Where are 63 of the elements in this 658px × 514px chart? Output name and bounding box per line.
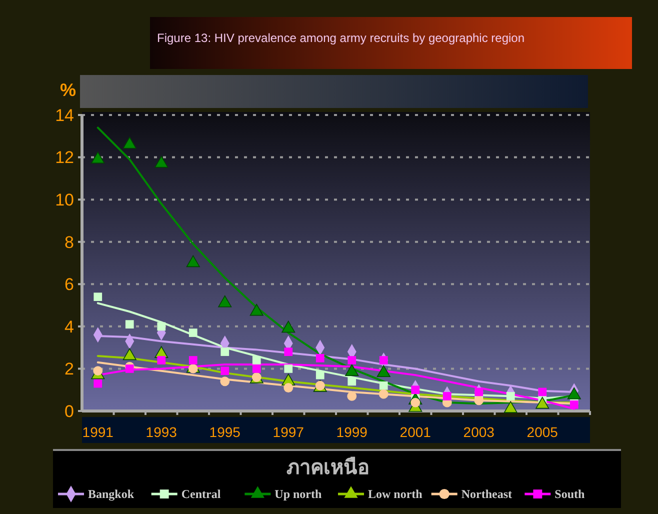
point: [316, 370, 324, 380]
x-tick-label: 2005: [526, 424, 558, 440]
point: [252, 356, 261, 364]
x-tick-label: 2003: [463, 424, 495, 440]
point: [157, 356, 166, 364]
point: [188, 364, 198, 374]
point: [186, 255, 200, 268]
y-tick-label: 6: [64, 275, 74, 294]
x-tick-label: 1991: [82, 424, 114, 440]
y-tick-label: 2: [64, 360, 74, 379]
y-tick-label: 4: [64, 317, 74, 336]
point: [284, 364, 293, 373]
point: [94, 379, 102, 388]
legend-label: Central: [181, 487, 222, 502]
legend-label: Low north: [368, 487, 423, 502]
point: [93, 366, 103, 376]
point: [122, 136, 136, 149]
x-tick-label: 1999: [336, 424, 368, 440]
point: [538, 388, 547, 396]
point: [188, 328, 198, 337]
point: [220, 376, 230, 386]
x-tick-label: 1993: [146, 424, 178, 440]
legend-label: South: [554, 487, 586, 502]
y-axis-title: %: [60, 80, 76, 100]
x-tick-label: 1995: [209, 424, 241, 440]
point: [347, 391, 357, 401]
point: [220, 366, 230, 376]
point: [250, 304, 264, 316]
point: [252, 364, 261, 373]
point: [220, 348, 230, 356]
y-tick-label: 10: [55, 190, 74, 210]
point: [378, 389, 388, 399]
point: [474, 396, 484, 406]
text: ภาคเหนือ: [286, 455, 370, 479]
y-tick-label: 8: [64, 232, 74, 252]
chart-title: Figure 13: HIV prevalence among army recruits by geographic region: [157, 31, 525, 45]
point: [411, 386, 420, 394]
legend-label: Up north: [274, 487, 322, 502]
point: [91, 152, 105, 164]
point: [282, 320, 296, 333]
point: [284, 383, 294, 392]
x-tick-label: 1997: [272, 424, 304, 440]
point: [94, 292, 102, 302]
point: [154, 156, 168, 168]
point: [348, 377, 356, 386]
point: [188, 356, 198, 364]
point: [348, 356, 356, 364]
point: [125, 320, 134, 328]
point: [506, 392, 515, 400]
point: [316, 354, 324, 362]
point: [474, 388, 484, 396]
legend-label: Bangkok: [88, 487, 134, 502]
y-tick-label: 12: [55, 148, 74, 168]
legend-label: Northeast: [461, 487, 512, 502]
y-tick-label: 0: [64, 402, 74, 421]
point: [570, 400, 578, 409]
point: [379, 381, 388, 390]
point: [125, 364, 134, 373]
y-tick-label: 14: [55, 106, 74, 125]
point: [218, 295, 232, 308]
point: [284, 348, 293, 356]
x-tick-label: 2001: [400, 424, 432, 440]
point: [157, 322, 166, 331]
